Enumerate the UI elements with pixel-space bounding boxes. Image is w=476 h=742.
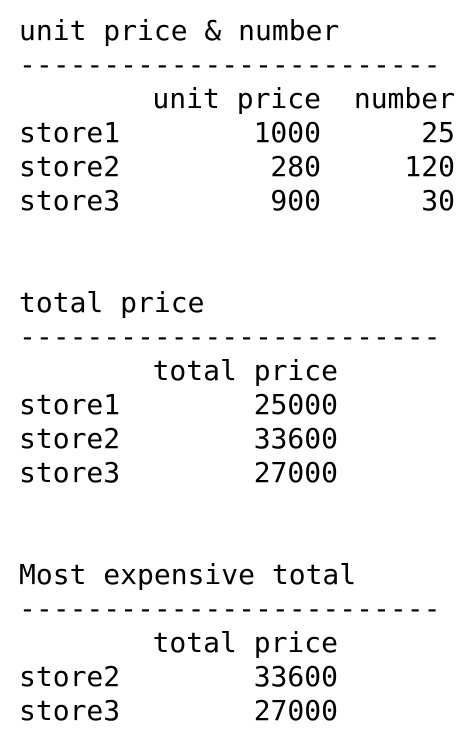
row-label: store1 (19, 388, 121, 421)
table-row: store3 27000 (19, 694, 455, 728)
table-header-row: unit price number (19, 82, 455, 116)
section-rule: -------------------------- (19, 48, 455, 82)
cell-value: 25 (421, 116, 455, 149)
cell-value: 27000 (253, 694, 338, 727)
section-title: unit price & number (19, 14, 340, 47)
rule-text: -------------------------- (19, 592, 441, 625)
rule-text: -------------------------- (19, 320, 441, 353)
cell-value: 33600 (253, 422, 338, 455)
table-row: store2 33600 (19, 422, 455, 456)
section-unit-price-number: unit price & number --------------------… (19, 14, 455, 218)
table-row: store2 280 120 (19, 150, 455, 184)
section-total-price: total price -------------------------- t… (19, 286, 455, 490)
column-header: unit price (152, 82, 321, 115)
table-row: store1 1000 25 (19, 116, 455, 150)
table-header-row: total price (19, 626, 455, 660)
rule-text: -------------------------- (19, 48, 441, 81)
row-label: store3 (19, 456, 121, 489)
row-label: store2 (19, 660, 121, 693)
section-most-expensive-total: Most expensive total -------------------… (19, 558, 455, 728)
row-label: store2 (19, 422, 121, 455)
column-header: number (353, 82, 455, 115)
section-title: Most expensive total (19, 558, 357, 591)
row-label: store1 (19, 116, 121, 149)
cell-value: 30 (421, 184, 455, 217)
cell-value: 33600 (253, 660, 338, 693)
table-header-row: total price (19, 354, 455, 388)
cell-value: 900 (270, 184, 321, 217)
cell-value: 120 (404, 150, 455, 183)
section-spacer (19, 218, 455, 286)
cell-value: 25000 (253, 388, 338, 421)
column-header: total price (152, 354, 338, 387)
section-title: total price (19, 286, 205, 319)
table-row: store2 33600 (19, 660, 455, 694)
column-header: total price (152, 626, 338, 659)
cell-value: 27000 (253, 456, 338, 489)
cell-value: 280 (270, 150, 321, 183)
cell-value: 1000 (253, 116, 321, 149)
section-rule: -------------------------- (19, 592, 455, 626)
section-rule: -------------------------- (19, 320, 455, 354)
console-output: unit price & number --------------------… (19, 14, 455, 728)
table-row: store3 900 30 (19, 184, 455, 218)
row-label: store2 (19, 150, 121, 183)
table-row: store1 25000 (19, 388, 455, 422)
row-label: store3 (19, 184, 121, 217)
table-row: store3 27000 (19, 456, 455, 490)
section-spacer (19, 490, 455, 558)
row-label: store3 (19, 694, 121, 727)
